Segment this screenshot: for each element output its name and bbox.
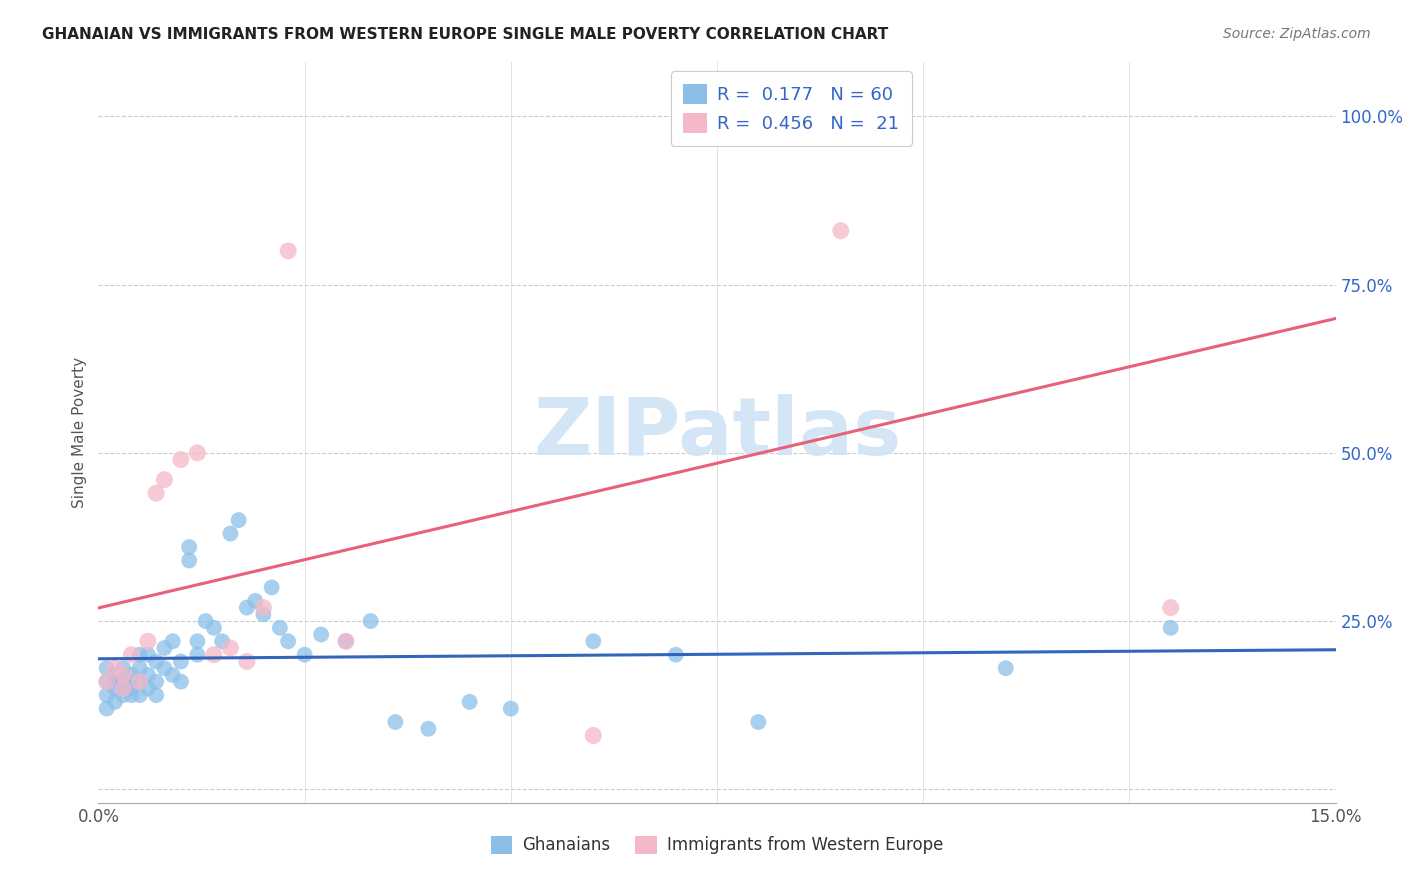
Point bbox=[112, 661, 135, 675]
Point bbox=[96, 688, 118, 702]
Point bbox=[104, 695, 127, 709]
Point bbox=[582, 729, 605, 743]
Point bbox=[120, 681, 142, 696]
Point bbox=[145, 486, 167, 500]
Point bbox=[128, 648, 150, 662]
Point bbox=[179, 553, 201, 567]
Legend: Ghanaians, Immigrants from Western Europe: Ghanaians, Immigrants from Western Europ… bbox=[484, 829, 950, 861]
Point bbox=[260, 581, 283, 595]
Point bbox=[294, 648, 316, 662]
Point bbox=[309, 627, 332, 641]
Point bbox=[162, 634, 184, 648]
Point bbox=[128, 674, 150, 689]
Point bbox=[252, 600, 274, 615]
Point bbox=[384, 714, 406, 729]
Point bbox=[104, 668, 127, 682]
Point bbox=[170, 452, 193, 467]
Point bbox=[418, 722, 440, 736]
Point bbox=[112, 681, 135, 696]
Point bbox=[153, 640, 176, 655]
Point bbox=[136, 668, 159, 682]
Point bbox=[277, 634, 299, 648]
Point bbox=[202, 648, 225, 662]
Text: ZIPatlas: ZIPatlas bbox=[533, 393, 901, 472]
Point bbox=[112, 674, 135, 689]
Point bbox=[128, 661, 150, 675]
Point bbox=[104, 661, 127, 675]
Point bbox=[194, 614, 217, 628]
Point bbox=[1160, 600, 1182, 615]
Point bbox=[252, 607, 274, 622]
Point bbox=[335, 634, 357, 648]
Point bbox=[179, 540, 201, 554]
Point bbox=[120, 668, 142, 682]
Point bbox=[112, 681, 135, 696]
Point bbox=[96, 701, 118, 715]
Point bbox=[219, 526, 242, 541]
Point bbox=[830, 224, 852, 238]
Point bbox=[186, 648, 208, 662]
Point bbox=[153, 661, 176, 675]
Point bbox=[162, 668, 184, 682]
Point bbox=[582, 634, 605, 648]
Point bbox=[665, 648, 688, 662]
Point bbox=[706, 109, 728, 123]
Point bbox=[458, 695, 481, 709]
Point bbox=[136, 634, 159, 648]
Point bbox=[96, 674, 118, 689]
Point bbox=[120, 674, 142, 689]
Point bbox=[211, 634, 233, 648]
Y-axis label: Single Male Poverty: Single Male Poverty bbox=[72, 357, 87, 508]
Point bbox=[96, 661, 118, 675]
Point bbox=[128, 688, 150, 702]
Point bbox=[269, 621, 291, 635]
Text: Source: ZipAtlas.com: Source: ZipAtlas.com bbox=[1223, 27, 1371, 41]
Point bbox=[277, 244, 299, 258]
Point bbox=[186, 634, 208, 648]
Point bbox=[136, 648, 159, 662]
Point bbox=[128, 674, 150, 689]
Point bbox=[170, 674, 193, 689]
Point bbox=[335, 634, 357, 648]
Point bbox=[120, 688, 142, 702]
Point bbox=[104, 681, 127, 696]
Point bbox=[145, 655, 167, 669]
Point bbox=[136, 681, 159, 696]
Point bbox=[120, 648, 142, 662]
Text: GHANAIAN VS IMMIGRANTS FROM WESTERN EUROPE SINGLE MALE POVERTY CORRELATION CHART: GHANAIAN VS IMMIGRANTS FROM WESTERN EURO… bbox=[42, 27, 889, 42]
Point bbox=[228, 513, 250, 527]
Point bbox=[243, 594, 266, 608]
Point bbox=[170, 655, 193, 669]
Point bbox=[236, 600, 259, 615]
Point bbox=[202, 621, 225, 635]
Point bbox=[360, 614, 382, 628]
Point bbox=[96, 674, 118, 689]
Point bbox=[112, 688, 135, 702]
Point bbox=[112, 668, 135, 682]
Point bbox=[499, 701, 522, 715]
Point bbox=[153, 473, 176, 487]
Point bbox=[1160, 621, 1182, 635]
Point bbox=[219, 640, 242, 655]
Point bbox=[994, 661, 1017, 675]
Point bbox=[236, 655, 259, 669]
Point bbox=[186, 446, 208, 460]
Point bbox=[145, 688, 167, 702]
Point bbox=[747, 714, 769, 729]
Point bbox=[104, 674, 127, 689]
Point bbox=[145, 674, 167, 689]
